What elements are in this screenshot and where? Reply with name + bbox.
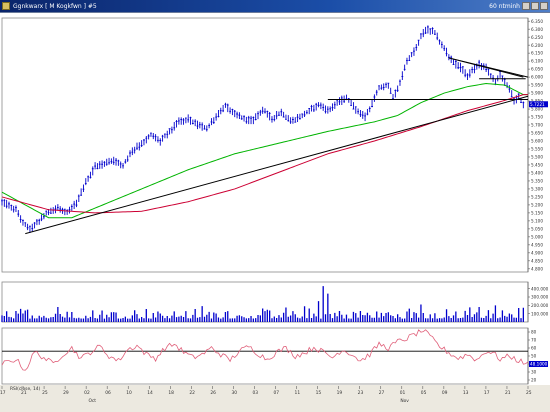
time-axis-tick-label: 10 xyxy=(126,390,132,396)
time-axis-tick-label: 02 xyxy=(84,390,90,396)
price-y-tick-label: 5.500 xyxy=(531,155,543,160)
window-title: Ggnkwarx [ M Kogkfwn ] #5 xyxy=(13,3,97,10)
time-axis-tick-label: 09 xyxy=(442,390,448,396)
price-y-tick-label: 6.050 xyxy=(531,67,543,72)
time-axis-month-label: Nov xyxy=(400,398,409,404)
rsi-y-tick-label: 70 xyxy=(531,338,537,343)
price-y-tick-label: 5.350 xyxy=(531,179,543,184)
time-axis-tick-label: 18 xyxy=(168,390,174,396)
time-axis-tick-label: 14 xyxy=(147,390,153,396)
trendline-1 xyxy=(25,95,529,235)
time-axis-tick-label: 23 xyxy=(358,390,364,396)
price-last-value-box xyxy=(529,101,548,108)
price-series xyxy=(1,25,525,233)
price-last-value-label: 5.7221 xyxy=(530,102,545,107)
rsi-last-value-box xyxy=(529,361,548,367)
price-y-tick-label: 6.300 xyxy=(531,27,543,32)
price-y-tick-label: 4.950 xyxy=(531,242,543,247)
rsi-y-tick-label: 80 xyxy=(531,330,537,335)
price-y-tick-label: 5.300 xyxy=(531,187,543,192)
time-axis-background xyxy=(0,385,550,412)
price-y-tick-label: 5.900 xyxy=(531,91,543,96)
rsi-series xyxy=(1,329,529,371)
rsi-y-tick-label: 30 xyxy=(531,370,537,375)
price-y-tick-label: 5.400 xyxy=(531,171,543,176)
time-axis-tick-label: 03 xyxy=(252,390,258,396)
rsi-panel-frame xyxy=(1,327,529,385)
close-button[interactable] xyxy=(540,2,548,10)
price-y-tick-label: 4.850 xyxy=(531,258,543,263)
volume-y-tick-label: 200.000 xyxy=(531,303,549,308)
moving-average-green xyxy=(1,82,528,219)
rsi-y-tick-label: 20 xyxy=(531,378,537,383)
price-y-tick-label: 5.000 xyxy=(531,234,543,239)
price-y-tick-label: 5.250 xyxy=(531,195,543,200)
rsi-y-tick-label: 50 xyxy=(531,354,537,359)
price-y-tick-label: 5.100 xyxy=(531,218,543,223)
price-y-tick-label: 6.150 xyxy=(531,51,543,56)
trendline-4 xyxy=(448,57,529,78)
price-y-tick-label: 5.850 xyxy=(531,99,543,104)
price-y-tick-label: 6.000 xyxy=(531,75,543,80)
time-axis-tick-label: 01 xyxy=(400,390,406,396)
price-y-tick-label: 6.200 xyxy=(531,43,543,48)
time-axis-tick-label: 06 xyxy=(105,390,111,396)
time-axis-tick-label: 21 xyxy=(21,390,27,396)
volume-y-tick-label: 300.000 xyxy=(531,295,549,300)
time-axis-tick-label: 11 xyxy=(295,390,301,396)
time-axis-tick-label: 29 xyxy=(63,390,69,396)
price-y-tick-label: 5.050 xyxy=(531,226,543,231)
window-title-bar[interactable]: Ggnkwarx [ M Kogkfwn ] #5 60 ntminh xyxy=(0,0,550,13)
time-axis-tick-label: 13 xyxy=(463,390,469,396)
price-y-tick-label: 5.450 xyxy=(531,163,543,168)
volume-y-tick-label: 400.000 xyxy=(531,286,549,291)
chart-canvas: 6.350 6.300 6.250 6.200 6.150 6.100 6.050 6.000… xyxy=(0,17,550,412)
price-y-tick-label: 5.150 xyxy=(531,210,543,215)
time-axis-tick-label: 07 xyxy=(274,390,280,396)
time-axis-tick-label: 25 xyxy=(42,390,48,396)
volume-y-tick-label: 100.000 xyxy=(531,311,549,316)
app-icon[interactable] xyxy=(2,2,10,10)
price-y-tick-label: 5.700 xyxy=(531,123,543,128)
price-y-tick-label: 6.250 xyxy=(531,35,543,40)
time-axis-tick-label: 30 xyxy=(231,390,237,396)
time-axis-tick-label: 26 xyxy=(210,390,216,396)
time-axis-tick-label: 17 xyxy=(484,390,490,396)
rsi-last-value-label: 48.1000 xyxy=(530,362,548,367)
time-axis-tick-label: 15 xyxy=(316,390,322,396)
price-y-tick-label: 5.950 xyxy=(531,83,543,88)
maximize-button[interactable] xyxy=(531,2,539,10)
time-axis-tick-label: 17 xyxy=(0,390,6,396)
price-y-tick-label: 5.600 xyxy=(531,139,543,144)
price-y-tick-label: 5.800 xyxy=(531,107,543,112)
time-axis-tick-label: 22 xyxy=(189,390,195,396)
volume-bars xyxy=(1,286,524,322)
price-y-tick-label: 5.650 xyxy=(531,131,543,136)
price-y-tick-label: 4.800 xyxy=(531,266,543,271)
time-axis-tick-label: 27 xyxy=(379,390,385,396)
price-y-tick-label: 6.350 xyxy=(531,19,543,24)
price-y-tick-label: 5.200 xyxy=(531,203,543,208)
price-y-tick-label: 5.750 xyxy=(531,115,543,120)
time-axis-tick-label: 21 xyxy=(505,390,511,396)
time-axis-tick-label: 25 xyxy=(526,390,532,396)
rsi-legend-label: RSI(close, 14) xyxy=(10,386,41,392)
time-axis-tick-label: 19 xyxy=(337,390,343,396)
price-panel-frame xyxy=(1,17,529,273)
minimize-button[interactable] xyxy=(522,2,530,10)
timeframe-label: 60 ntminh xyxy=(489,3,520,10)
price-y-tick-label: 5.550 xyxy=(531,147,543,152)
price-y-tick-label: 6.100 xyxy=(531,59,543,64)
price-y-tick-label: 4.900 xyxy=(531,250,543,255)
time-axis-month-label: Oct xyxy=(88,398,96,404)
rsi-y-tick-label: 60 xyxy=(531,346,537,351)
time-axis-tick-label: 05 xyxy=(421,390,427,396)
